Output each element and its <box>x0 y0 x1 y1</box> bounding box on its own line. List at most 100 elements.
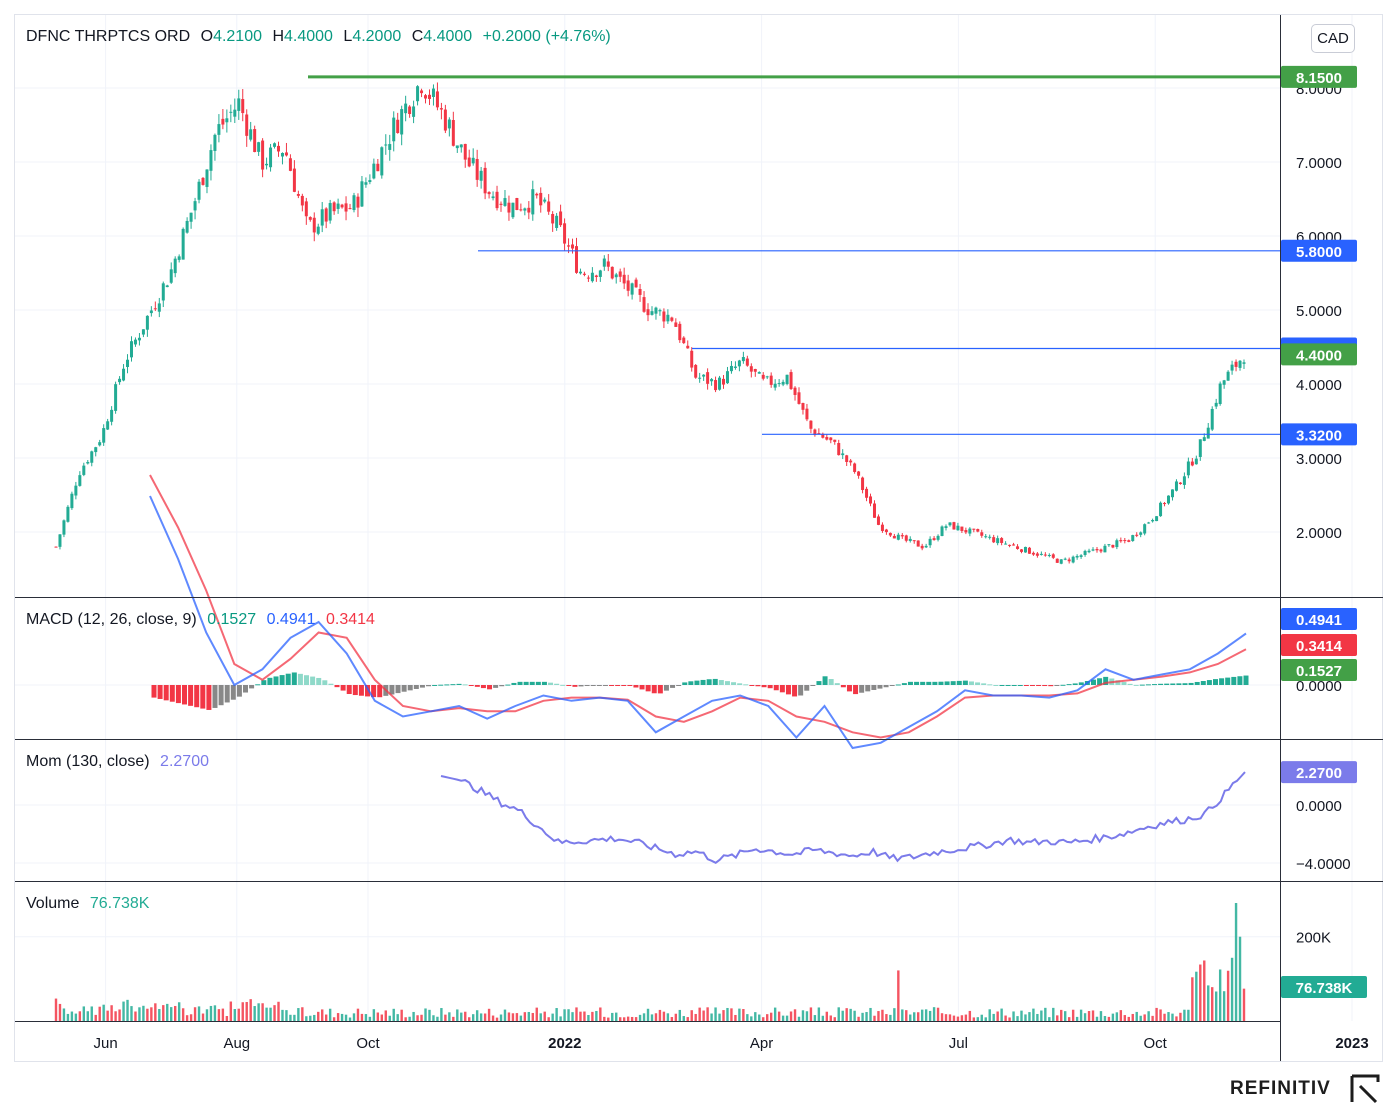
candle-body <box>344 203 348 212</box>
high-value: H4.4000 <box>272 28 333 45</box>
candle-body <box>213 134 217 151</box>
x-tick-label: 2023 <box>1335 1035 1368 1052</box>
macd-histogram-bar <box>767 685 773 689</box>
volume-bar <box>1214 991 1218 1021</box>
macd-histogram-bar <box>834 683 840 685</box>
macd-histogram-bar <box>822 676 828 685</box>
volume-bar <box>702 1010 705 1021</box>
macd-histogram-bar <box>975 682 981 685</box>
volume-bar <box>380 1014 384 1021</box>
volume-bar <box>960 1015 964 1021</box>
volume-bar <box>273 1005 276 1021</box>
candle-body <box>992 537 996 543</box>
candle-body <box>181 228 185 260</box>
volume-bar <box>889 1014 892 1021</box>
macd-histogram-bar <box>169 685 175 702</box>
candle-body <box>765 376 769 378</box>
volume-bar <box>777 1011 781 1021</box>
macd-histogram-bar <box>291 672 297 685</box>
macd-histogram-bar <box>334 685 340 688</box>
macd-histogram-bar <box>200 685 206 709</box>
volume-bar <box>793 1009 797 1021</box>
macd-histogram-bar <box>316 677 322 685</box>
candle-body <box>340 204 344 208</box>
macd-histogram-bar <box>840 685 846 688</box>
candle-body <box>221 118 225 125</box>
volume-bar <box>1203 960 1206 1021</box>
candle-body <box>956 525 960 531</box>
macd-histogram-bar <box>1176 683 1182 685</box>
volume-bar <box>726 1007 729 1021</box>
macd-histogram-bar <box>1182 683 1188 685</box>
volume-bar <box>404 1017 407 1021</box>
volume-bar <box>1083 1013 1087 1021</box>
candle-body <box>837 443 841 456</box>
volume-bar <box>193 1007 197 1021</box>
volume-bar <box>475 1010 479 1021</box>
candle-body <box>499 203 503 205</box>
volume-bar <box>94 1014 97 1021</box>
volume-bar <box>1012 1011 1015 1021</box>
candle-body <box>352 195 356 211</box>
volume-bar <box>599 1007 602 1021</box>
macd-histogram-bar <box>633 685 639 688</box>
macd-value-tag <box>1281 608 1357 630</box>
candle-body <box>157 303 161 312</box>
volume-bar <box>261 1003 264 1021</box>
volume-bar <box>1123 1015 1127 1021</box>
candle-body <box>960 526 964 531</box>
candle-body <box>578 271 582 274</box>
candle-body <box>606 261 610 267</box>
candle-body <box>229 111 233 113</box>
candle-body <box>253 129 257 153</box>
macd-histogram-bar <box>785 685 791 695</box>
volume-bar <box>86 1011 89 1021</box>
volume-bar <box>642 1013 646 1021</box>
macd-histogram-bar <box>798 685 804 696</box>
volume-bar <box>102 1004 105 1021</box>
volume-bar <box>714 1007 717 1021</box>
currency-badge[interactable]: CAD <box>1311 24 1355 53</box>
volume-bar <box>205 1009 209 1021</box>
macd-histogram-bar <box>267 677 273 685</box>
macd-histogram-bar <box>1170 683 1176 685</box>
candle-body <box>1170 489 1174 498</box>
volume-bar <box>567 1009 570 1021</box>
price-change: +0.2000 (+4.76%) <box>482 28 611 45</box>
level-price-tag <box>1281 65 1357 88</box>
volume-bar <box>1028 1012 1031 1021</box>
candle-body <box>300 195 304 206</box>
macd-line-value: 0.4941 <box>266 611 316 628</box>
candle-body <box>928 538 932 546</box>
volume-bar <box>916 1012 920 1021</box>
candle-body <box>416 86 420 102</box>
candle-body <box>948 522 952 526</box>
candle-body <box>654 307 658 314</box>
volume-bar <box>575 1007 578 1021</box>
macd-histogram-bar <box>828 679 834 685</box>
macd-histogram-bar <box>688 681 694 685</box>
volume-bar <box>154 1003 157 1021</box>
candle-body <box>1123 540 1127 542</box>
volume-bar <box>674 1013 678 1021</box>
macd-histogram-bar <box>761 685 767 688</box>
volume-bar <box>142 1005 145 1021</box>
volume-bar <box>483 1013 487 1021</box>
candle-body <box>698 377 702 379</box>
candle-body <box>1019 549 1023 552</box>
candle-body <box>1055 558 1059 563</box>
x-tick-label: Apr <box>750 1035 773 1052</box>
volume-bar <box>742 1009 745 1021</box>
candle-body <box>324 208 328 222</box>
macd-histogram-bar <box>273 676 279 685</box>
macd-histogram-bar <box>450 684 456 686</box>
candle-body <box>988 536 992 538</box>
volume-bar <box>678 1009 681 1021</box>
volume-bar <box>1238 936 1242 1021</box>
volume-bar <box>1207 985 1210 1021</box>
candle-body <box>555 215 559 228</box>
brand-logo: REFINITIV <box>1230 1078 1331 1099</box>
macd-line <box>149 495 1247 750</box>
volume-bar <box>396 1014 399 1021</box>
